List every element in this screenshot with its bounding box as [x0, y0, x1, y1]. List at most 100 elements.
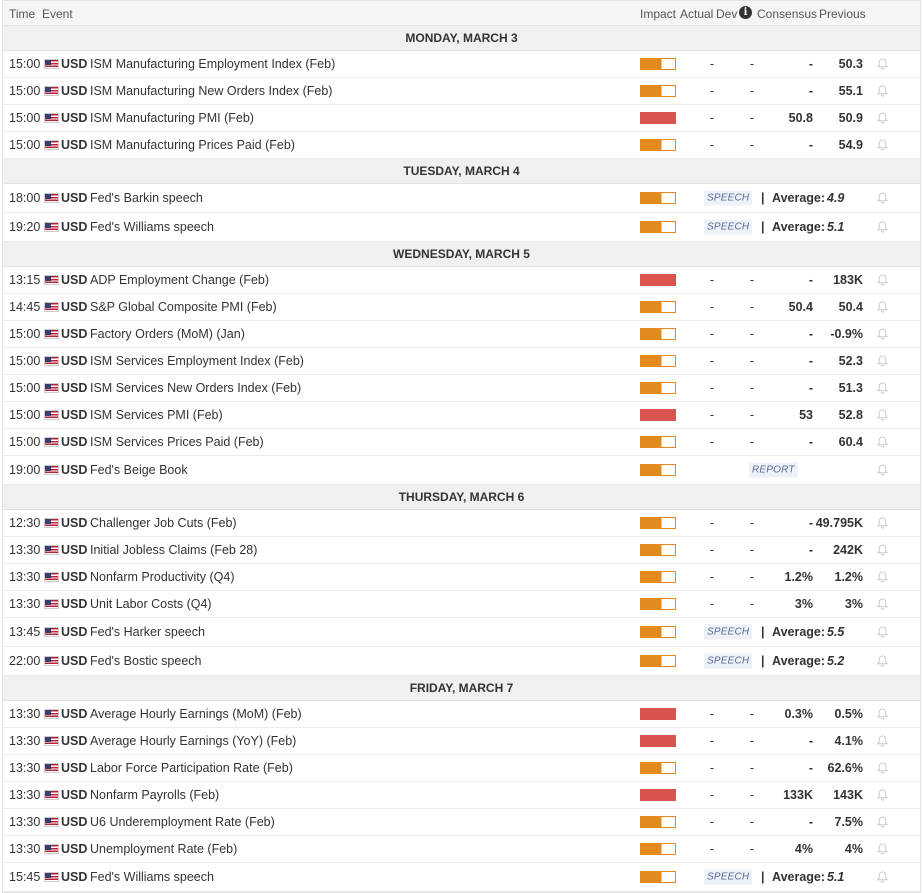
bell-icon[interactable]	[876, 58, 889, 70]
event-name[interactable]: Labor Force Participation Rate (Feb)	[90, 761, 293, 775]
event-name[interactable]: Fed's Williams speech	[90, 220, 214, 234]
bell-icon[interactable]	[876, 735, 889, 747]
event-row[interactable]: 15:00 USD ISM Manufacturing New Orders Ind…	[3, 78, 920, 105]
bell-icon[interactable]	[876, 762, 889, 774]
bell-icon[interactable]	[876, 221, 889, 233]
header-previous[interactable]: Previous	[819, 7, 866, 21]
event-currency: USD	[61, 870, 88, 884]
bell-icon[interactable]	[876, 571, 889, 583]
event-name[interactable]: Average Hourly Earnings (MoM) (Feb)	[90, 707, 302, 721]
bell-icon[interactable]	[876, 871, 889, 883]
event-name[interactable]: ISM Manufacturing Employment Index (Feb)	[90, 57, 336, 71]
event-row[interactable]: 15:00 USD ISM Services Prices Paid (Feb) - -…	[3, 429, 920, 456]
event-name[interactable]: ISM Manufacturing Prices Paid (Feb)	[90, 138, 295, 152]
event-name[interactable]: Fed's Harker speech	[90, 625, 205, 639]
event-name[interactable]: U6 Underemployment Rate (Feb)	[90, 815, 275, 829]
event-row[interactable]: 19:20 USD Fed's Williams speech SPEECH | Aver…	[3, 213, 920, 242]
event-name[interactable]: ISM Services Prices Paid (Feb)	[90, 435, 264, 449]
average-value: 5.5	[827, 625, 845, 639]
event-row[interactable]: 18:00 USD Fed's Barkin speech SPEECH | Averag…	[3, 184, 920, 213]
bell-icon[interactable]	[876, 409, 889, 421]
event-row[interactable]: 15:00 USD ISM Manufacturing Employment Ind…	[3, 51, 920, 78]
event-name[interactable]: ISM Services Employment Index (Feb)	[90, 354, 304, 368]
event-name[interactable]: Challenger Job Cuts (Feb)	[90, 516, 237, 530]
event-name[interactable]: ISM Manufacturing PMI (Feb)	[90, 111, 254, 125]
event-time: 15:00	[9, 84, 41, 98]
bell-icon[interactable]	[876, 355, 889, 367]
header-impact[interactable]: Impact	[640, 7, 677, 21]
bell-icon[interactable]	[876, 112, 889, 124]
event-row[interactable]: 19:00 USD Fed's Beige Book REPORT	[3, 456, 920, 485]
event-name[interactable]: Initial Jobless Claims (Feb 28)	[90, 543, 258, 557]
bell-icon[interactable]	[876, 655, 889, 667]
event-row[interactable]: 15:00 USD ISM Services Employment Index (F…	[3, 348, 920, 375]
event-time: 14:45	[9, 300, 41, 314]
event-row[interactable]: 12:30 USD Challenger Job Cuts (Feb) - - -49.7…	[3, 510, 920, 537]
event-row[interactable]: 15:00 USD ISM Manufacturing PMI (Feb) - - 50.…	[3, 105, 920, 132]
bell-icon[interactable]	[876, 843, 889, 855]
event-row[interactable]: 22:00 USD Fed's Bostic speech SPEECH | Averag…	[3, 647, 920, 676]
event-name[interactable]: S&P Global Composite PMI (Feb)	[90, 300, 277, 314]
header-consensus[interactable]: Consensus	[757, 7, 818, 21]
event-currency: USD	[61, 654, 88, 668]
bell-icon[interactable]	[876, 544, 889, 556]
event-name[interactable]: Average Hourly Earnings (YoY) (Feb)	[90, 734, 297, 748]
bell-icon[interactable]	[876, 436, 889, 448]
header-dev[interactable]: Dev	[716, 7, 738, 21]
event-name[interactable]: Factory Orders (MoM) (Jan)	[90, 327, 245, 341]
header-time[interactable]: Time	[9, 7, 36, 21]
event-row[interactable]: 13:15 USD ADP Employment Change (Feb) - - - 18…	[3, 267, 920, 294]
event-name[interactable]: Fed's Beige Book	[90, 463, 188, 477]
previous-value: 3%	[844, 597, 863, 611]
average-value: 5.1	[827, 220, 845, 234]
bell-icon[interactable]	[876, 328, 889, 340]
event-name[interactable]: Fed's Barkin speech	[90, 191, 203, 205]
bell-icon[interactable]	[876, 85, 889, 97]
event-name[interactable]: ISM Services New Orders Index (Feb)	[90, 381, 302, 395]
event-row[interactable]: 13:30 USD Unit Labor Costs (Q4) - - 3% 3%	[3, 591, 920, 618]
event-row[interactable]: 14:45 USD S&P Global Composite PMI (Feb) - -…	[3, 294, 920, 321]
event-name[interactable]: Fed's Bostic speech	[90, 654, 202, 668]
us-flag-icon	[44, 572, 59, 582]
event-row[interactable]: 15:45 USD Fed's Williams speech SPEECH | Aver…	[3, 863, 920, 892]
event-row[interactable]: 13:30 USD Average Hourly Earnings (YoY) (F…	[3, 728, 920, 755]
event-name[interactable]: Unit Labor Costs (Q4)	[90, 597, 212, 611]
actual-value: -	[709, 111, 714, 125]
event-row[interactable]: 15:00 USD ISM Manufacturing Prices Paid (F…	[3, 132, 920, 159]
bell-icon[interactable]	[876, 464, 889, 476]
bell-icon[interactable]	[876, 139, 889, 151]
event-row[interactable]: 15:00 USD Factory Orders (MoM) (Jan) - - - -0.…	[3, 321, 920, 348]
event-row[interactable]: 13:30 USD Labor Force Participation Rate (…	[3, 755, 920, 782]
event-row[interactable]: 13:30 USD Nonfarm Payrolls (Feb) - - 133K 143K	[3, 782, 920, 809]
event-row[interactable]: 13:30 USD Nonfarm Productivity (Q4) - - 1.2% 1…	[3, 564, 920, 591]
bell-icon[interactable]	[876, 816, 889, 828]
bell-icon[interactable]	[876, 517, 889, 529]
bell-icon[interactable]	[876, 789, 889, 801]
bell-icon[interactable]	[876, 598, 889, 610]
header-event[interactable]: Event	[42, 7, 73, 21]
bell-icon[interactable]	[876, 626, 889, 638]
event-name[interactable]: Nonfarm Payrolls (Feb)	[90, 788, 220, 802]
bell-icon[interactable]	[876, 192, 889, 204]
event-row[interactable]: 13:30 USD U6 Underemployment Rate (Feb) - - -…	[3, 809, 920, 836]
event-name[interactable]: Nonfarm Productivity (Q4)	[90, 570, 235, 584]
consensus-value: 3%	[794, 597, 813, 611]
event-row[interactable]: 13:45 USD Fed's Harker speech SPEECH | Averag…	[3, 618, 920, 647]
event-row[interactable]: 13:30 USD Initial Jobless Claims (Feb 28) -…	[3, 537, 920, 564]
event-name[interactable]: ADP Employment Change (Feb)	[90, 273, 270, 287]
event-row[interactable]: 15:00 USD ISM Services PMI (Feb) - - 53 52.8	[3, 402, 920, 429]
header-actual[interactable]: Actual	[680, 7, 714, 21]
bell-icon[interactable]	[876, 382, 889, 394]
event-name[interactable]: ISM Services PMI (Feb)	[90, 408, 223, 422]
event-row[interactable]: 15:00 USD ISM Services New Orders Index (F…	[3, 375, 920, 402]
info-icon[interactable]: i	[739, 6, 752, 19]
event-name[interactable]: Fed's Williams speech	[90, 870, 214, 884]
bell-icon[interactable]	[876, 274, 889, 286]
event-time: 13:30	[9, 842, 41, 856]
event-row[interactable]: 13:30 USD Average Hourly Earnings (MoM) (F…	[3, 701, 920, 728]
event-name[interactable]: Unemployment Rate (Feb)	[90, 842, 238, 856]
bell-icon[interactable]	[876, 708, 889, 720]
event-row[interactable]: 13:30 USD Unemployment Rate (Feb) - - 4% 4%	[3, 836, 920, 863]
event-name[interactable]: ISM Manufacturing New Orders Index (Feb)	[90, 84, 333, 98]
bell-icon[interactable]	[876, 301, 889, 313]
